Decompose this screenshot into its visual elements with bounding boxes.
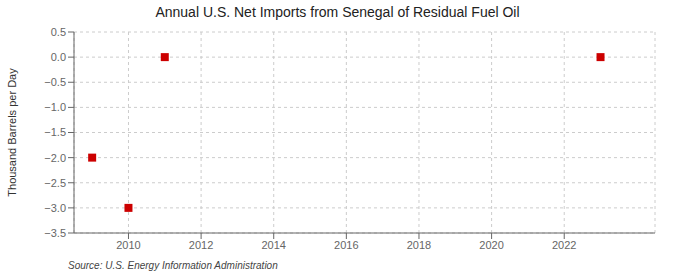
svg-text:−2.0: −2.0 <box>44 152 66 164</box>
svg-text:2014: 2014 <box>261 239 285 251</box>
svg-text:Thousand Barrels per Day: Thousand Barrels per Day <box>8 68 18 197</box>
svg-text:2022: 2022 <box>552 239 576 251</box>
svg-text:−0.5: −0.5 <box>44 76 66 88</box>
svg-text:0.5: 0.5 <box>51 26 66 38</box>
svg-text:2012: 2012 <box>189 239 213 251</box>
svg-text:0.0: 0.0 <box>51 51 66 63</box>
html-text:Source: U.S. Energy Informatio: Source: U.S. Energy Information Administ… <box>68 260 278 271</box>
svg-text:2020: 2020 <box>479 239 503 251</box>
svg-text:2016: 2016 <box>334 239 358 251</box>
svg-text:−1.5: −1.5 <box>44 126 66 138</box>
svg-text:−1.0: −1.0 <box>44 101 66 113</box>
svg-text:−3.5: −3.5 <box>44 227 66 239</box>
svg-text:2018: 2018 <box>407 239 431 251</box>
svg-text:−2.5: −2.5 <box>44 177 66 189</box>
svg-text:2010: 2010 <box>116 239 140 251</box>
svg-text:−3.0: −3.0 <box>44 202 66 214</box>
html-text:Annual U.S. Net Imports from S: Annual U.S. Net Imports from Senegal of … <box>155 4 520 20</box>
